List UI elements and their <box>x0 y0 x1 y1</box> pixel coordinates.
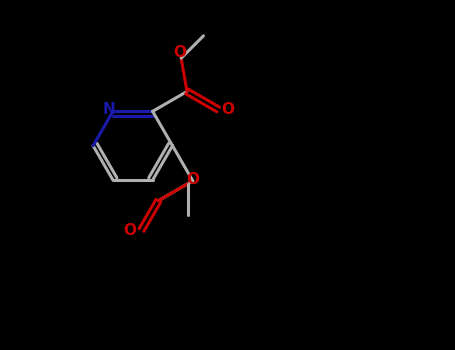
Text: O: O <box>124 223 137 238</box>
Text: N: N <box>103 102 116 117</box>
Text: O: O <box>174 45 187 60</box>
Text: O: O <box>187 172 200 187</box>
Text: O: O <box>222 102 235 117</box>
